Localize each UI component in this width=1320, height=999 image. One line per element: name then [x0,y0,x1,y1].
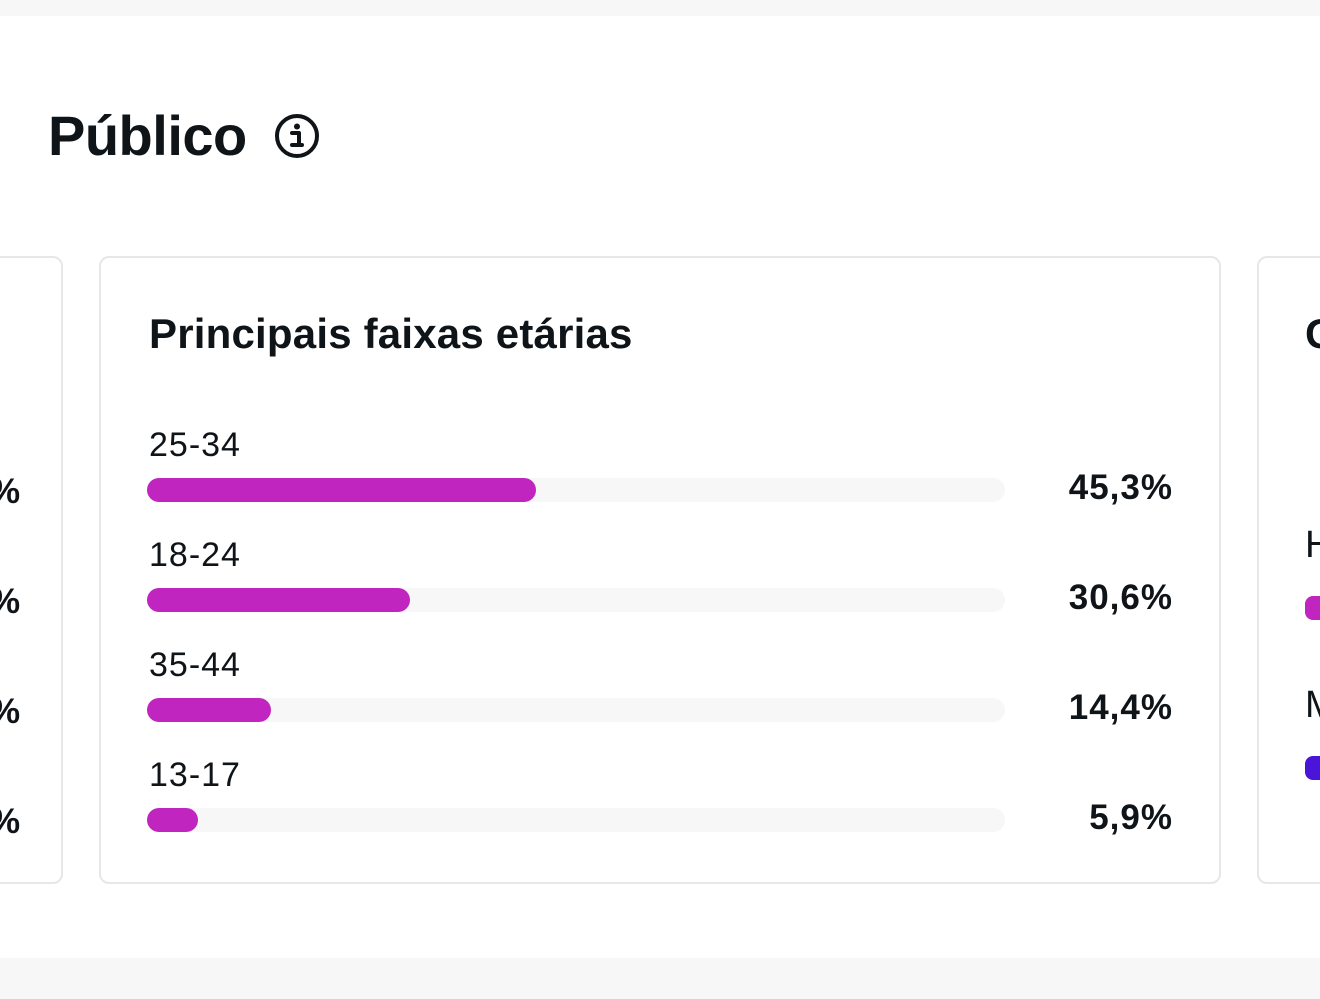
age-range-percentage: 14,4% [1068,688,1173,727]
progress-track [147,478,1005,502]
gender-card-partial-right: G H M [1257,256,1320,884]
left-card-value: % [0,804,20,839]
progress-track [147,808,1005,832]
right-card-bar [1305,596,1320,620]
left-card-value: % [0,474,20,509]
section-title: Público [48,104,247,167]
progress-track [147,588,1005,612]
card-title: Principais faixas etárias [149,310,633,357]
gender-card-partial-left: % % % % [0,256,63,884]
age-range-percentage: 45,3% [1068,468,1173,507]
age-range-row: 35-44 14,4% [147,648,1173,748]
progress-fill [147,698,271,722]
right-card-title: G [1305,310,1320,358]
section-header: Público [48,108,321,164]
right-card-bar [1305,756,1320,780]
info-icon[interactable] [273,112,321,160]
progress-track [147,698,1005,722]
age-range-row: 18-24 30,6% [147,538,1173,638]
age-range-label: 35-44 [149,646,241,684]
age-ranges-card: Principais faixas etárias 25-34 45,3% 18-2… [99,256,1221,884]
age-range-label: 18-24 [149,536,241,574]
left-card-value: % [0,584,20,619]
left-card-value: % [0,694,20,729]
age-range-label: 25-34 [149,426,241,464]
right-card-label: H [1305,526,1320,564]
age-range-row: 13-17 5,9% [147,758,1173,858]
age-range-percentage: 5,9% [1089,798,1173,837]
audience-panel: Público % % % % Principais faixas etária… [0,16,1320,958]
age-range-row: 25-34 45,3% [147,428,1173,528]
age-range-percentage: 30,6% [1068,578,1173,617]
progress-fill [147,808,198,832]
progress-fill [147,588,410,612]
right-card-label: M [1305,686,1320,724]
age-range-label: 13-17 [149,756,241,794]
progress-fill [147,478,536,502]
